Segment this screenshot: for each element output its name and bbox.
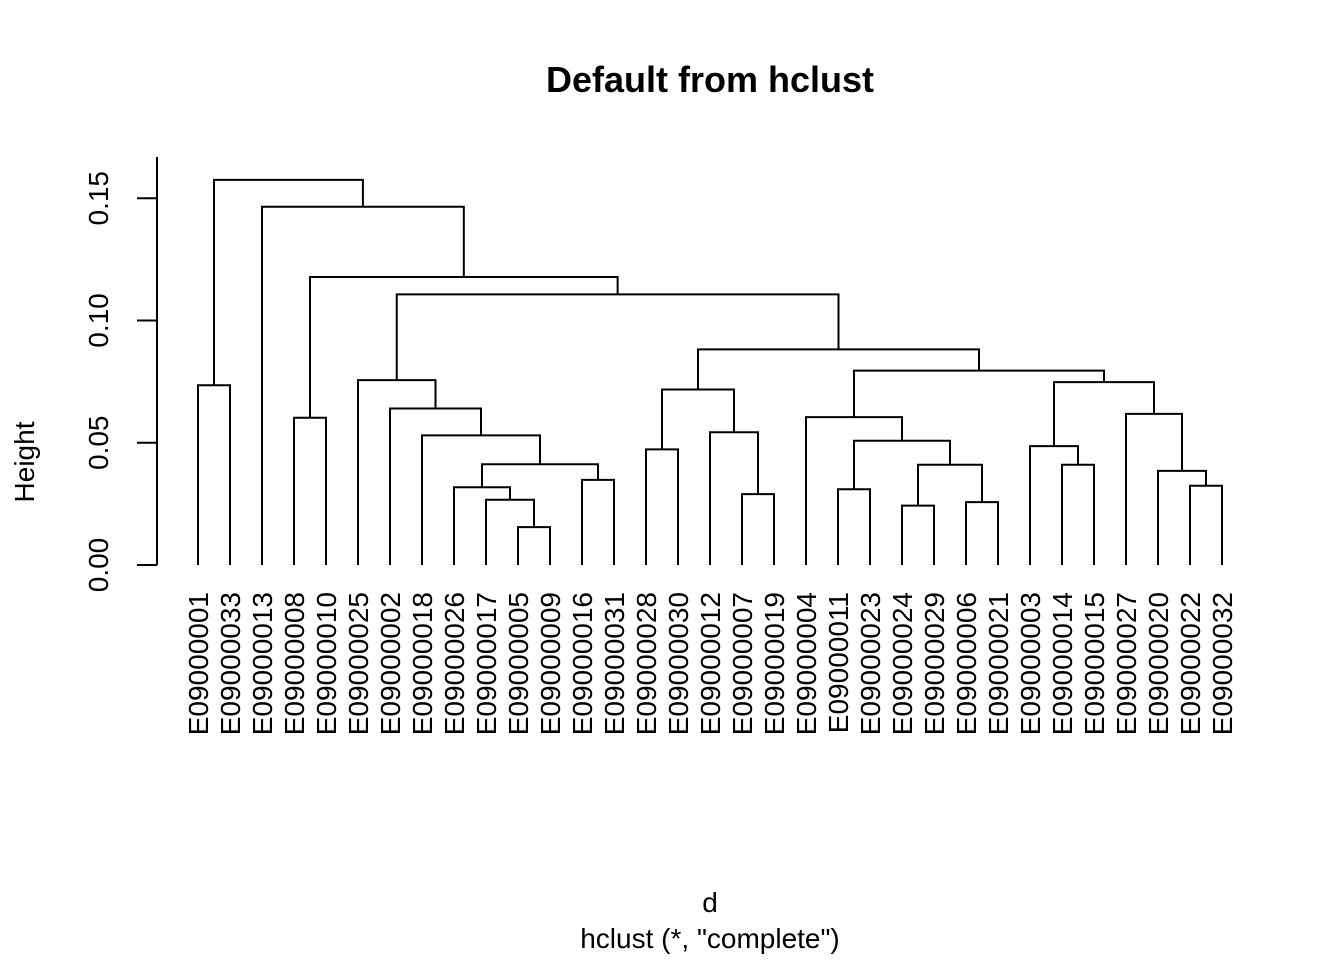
leaf-label: E09000030 — [663, 592, 694, 735]
leaf-label: E09000006 — [951, 592, 982, 735]
dendrogram-branch — [1189, 484, 1223, 565]
dendrogram-branches — [197, 178, 1223, 565]
x-axis-subtitle: hclust (*, "complete") — [580, 923, 840, 954]
dendrogram-branch — [837, 488, 871, 565]
leaf-label: E09000017 — [471, 592, 502, 735]
dendrogram-branch — [805, 416, 903, 565]
dendrogram-branch — [581, 478, 615, 565]
dendrogram-branch — [965, 501, 999, 565]
leaf-label: E09000004 — [791, 592, 822, 735]
leaf-label: E09000023 — [855, 592, 886, 735]
leaf-label: E09000025 — [343, 592, 374, 735]
leaf-label: E09000007 — [727, 592, 758, 735]
leaf-label: E09000033 — [215, 592, 246, 735]
leaf-label: E09000021 — [983, 592, 1014, 735]
leaf-label: E09000020 — [1143, 592, 1174, 735]
leaf-label: E09000018 — [407, 592, 438, 735]
dendrogram-branch — [485, 498, 535, 565]
dendrogram-branch — [1125, 412, 1183, 565]
y-axis: 0.00 0.05 0.10 0.15 — [83, 157, 158, 593]
leaf-label: E09000011 — [823, 592, 854, 733]
leaf-label: E09000002 — [375, 592, 406, 735]
dendrogram-branch — [309, 275, 619, 418]
leaf-label: E09000001 — [183, 592, 214, 735]
dendrogram-branch — [741, 493, 775, 565]
chart-title: Default from hclust — [546, 59, 874, 100]
leaf-label: E09000003 — [1015, 592, 1046, 735]
leaf-label: E09000024 — [887, 592, 918, 735]
leaf-label: E09000019 — [759, 592, 790, 735]
leaf-label: E09000028 — [631, 592, 662, 735]
dendrogram-branch — [395, 293, 840, 381]
leaf-label: E09000029 — [919, 592, 950, 735]
y-tick-label: 0.15 — [83, 171, 114, 226]
y-tick-label: 0.00 — [83, 538, 114, 593]
dendrogram-branch — [853, 369, 1105, 418]
dendrogram-branch — [917, 463, 983, 506]
leaf-label: E09000009 — [535, 592, 566, 735]
dendrogram-branch — [661, 388, 735, 450]
dendrogram-branch — [1061, 463, 1095, 565]
leaf-label: E09000013 — [247, 592, 278, 735]
leaf-label: E09000026 — [439, 592, 470, 735]
leaf-label: E09000015 — [1079, 592, 1110, 735]
leaf-label: E09000010 — [311, 592, 342, 735]
leaf-label: E09000016 — [567, 592, 598, 735]
leaf-label: E09000031 — [599, 592, 630, 735]
dendrogram-branch — [481, 463, 599, 488]
dendrogram-branch — [197, 384, 231, 565]
y-axis-label: Height — [9, 421, 40, 502]
x-axis-label: d — [702, 887, 718, 918]
leaf-label: E09000008 — [279, 592, 310, 735]
dendrogram-branch — [213, 178, 364, 386]
leaf-labels: E09000001 E09000033 E09000013 E09000008 E090… — [183, 592, 1238, 735]
leaf-label: E09000014 — [1047, 592, 1078, 735]
dendrogram-branch — [645, 448, 679, 565]
dendrogram-branch — [261, 205, 465, 565]
leaf-label: E09000012 — [695, 592, 726, 735]
y-tick-label: 0.10 — [83, 293, 114, 348]
leaf-label: E09000027 — [1111, 592, 1142, 735]
y-tick-label: 0.05 — [83, 416, 114, 471]
dendrogram-branch — [293, 416, 327, 565]
leaf-label: E09000005 — [503, 592, 534, 735]
dendrogram-branch — [901, 504, 935, 565]
dendrogram-branch — [709, 431, 759, 565]
dendrogram-branch — [517, 526, 551, 565]
leaf-label: E09000022 — [1175, 592, 1206, 735]
leaf-label: E09000032 — [1207, 592, 1238, 735]
dendrogram-branch — [697, 348, 980, 390]
